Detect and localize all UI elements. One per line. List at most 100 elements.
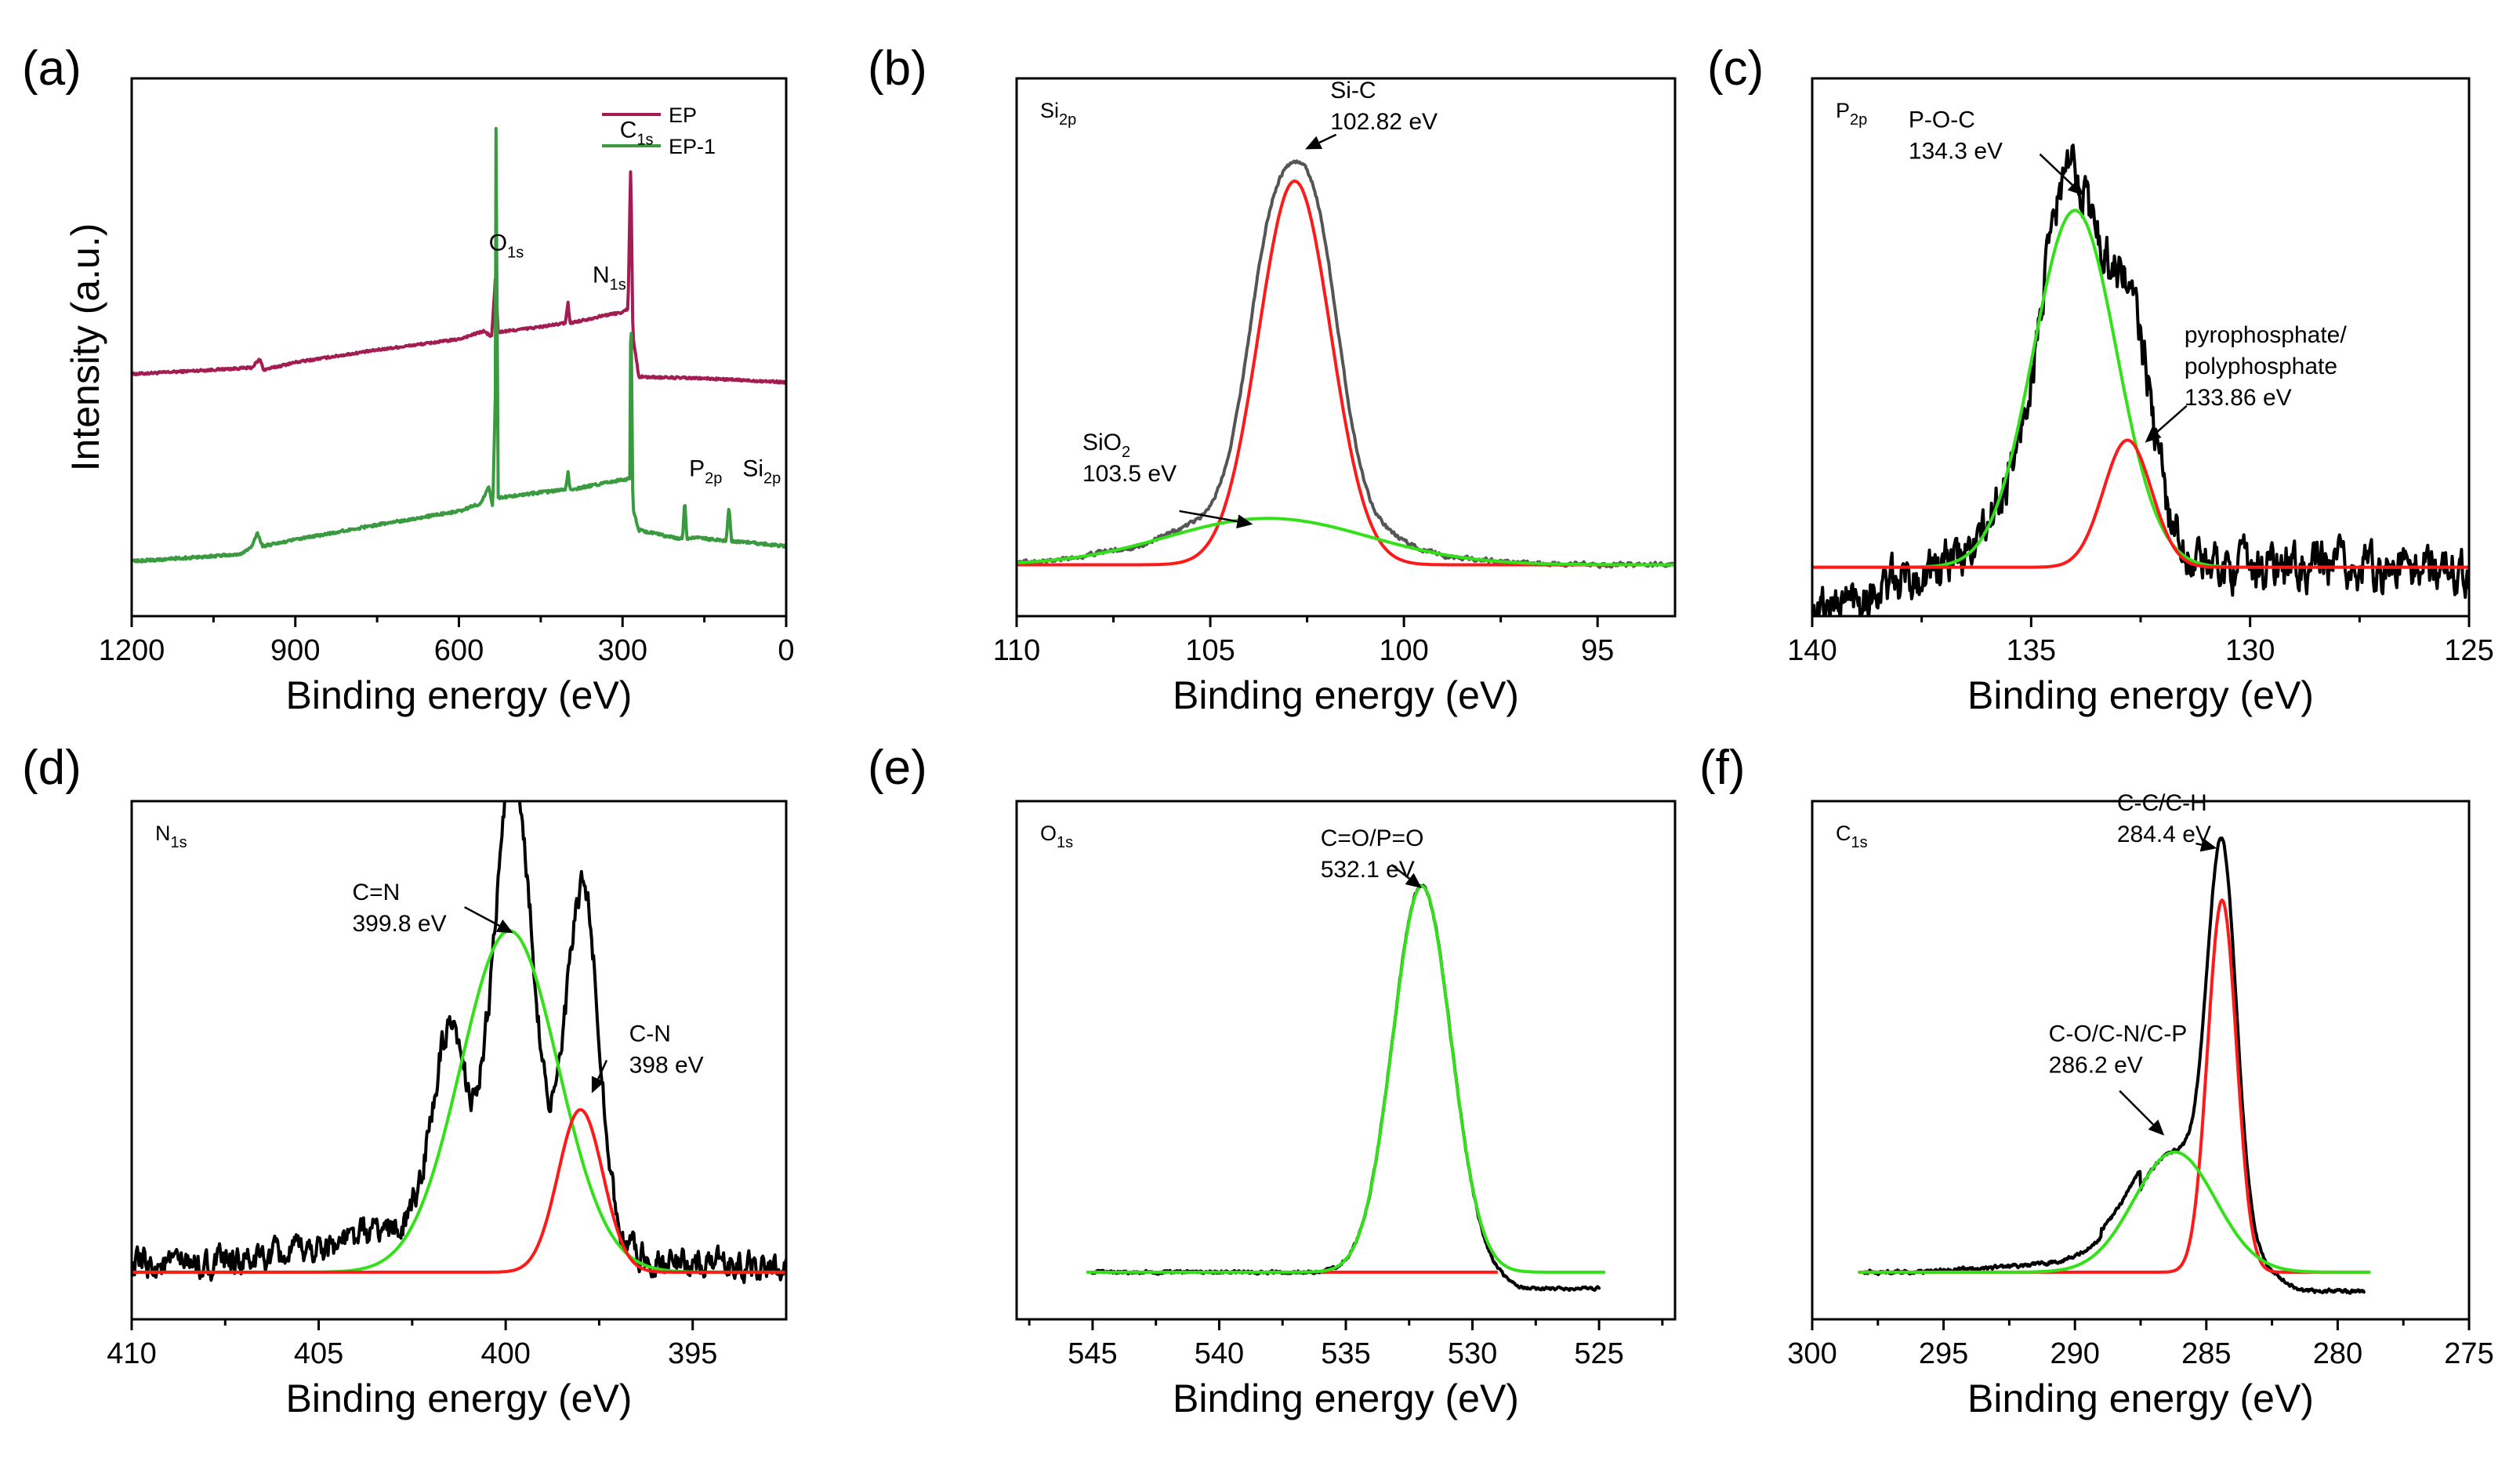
region-label-c-sub: 2p (1850, 111, 1867, 129)
arrow-c-0-shaft (2039, 153, 2073, 186)
panel-label-f: (f) (1699, 741, 1746, 795)
x-axis-title-c: Binding energy (eV) (1967, 673, 2314, 717)
annotation-e-0-line-1: 532.1 eV (1321, 857, 1415, 883)
x-axis-title-d: Binding energy (eV) (286, 1377, 633, 1420)
arrow-c-1-shaft (2156, 404, 2188, 433)
panel-e-o1s-spectrum: (e) O1s C=O/P=O 532.1 eV 545 540 535 530 525 Bind… (868, 741, 1677, 1420)
annotation-b-1-line-1: 103.5 eV (1082, 461, 1177, 487)
annotation-b-1-line-0-main: SiO (1082, 430, 1122, 455)
x-tick-label-b-0: 110 (993, 634, 1041, 667)
fit-component-f-1 (1858, 1150, 2371, 1274)
raw-spectrum-d (132, 801, 786, 1284)
peak-label-n1s-main: N (593, 263, 610, 288)
region-label-c-main: P (1836, 99, 1850, 122)
region-label-d-main: N (155, 822, 171, 845)
arrow-d-1-head (591, 1076, 605, 1094)
region-label-d-sub: 1s (171, 834, 187, 851)
peak-label-o1s: O1s (489, 230, 524, 262)
arrow-c-0-head (2067, 180, 2084, 196)
annotation-c-1-line-0: pyrophosphate/ (2185, 322, 2347, 348)
arrow-d-1 (591, 1059, 608, 1094)
annotation-b-1-line-0-sub: 2 (1122, 444, 1130, 461)
peak-label-p2p-sub: 2p (705, 470, 722, 488)
annotation-d-1-line-0: C-N (629, 1021, 671, 1047)
x-tick-label-f-3: 285 (2181, 1337, 2231, 1370)
annotation-f-1-line-0: C-O/C-N/C-P (2049, 1021, 2188, 1047)
arrow-d-0 (464, 906, 513, 934)
x-tick-label-c-3: 125 (2444, 634, 2493, 667)
annotation-f-0-line-0: C-C/C-H (2117, 790, 2207, 816)
x-tick-label-e-4: 525 (1574, 1337, 1623, 1370)
annotation-c-0-line-0: P-O-C (1909, 107, 1975, 132)
x-tick-label-e-2: 535 (1321, 1337, 1370, 1370)
fit-component-b-1 (1017, 517, 1675, 567)
annotation-e-0-line-0: C=O/P=O (1321, 825, 1424, 851)
arrow-e-0 (1391, 864, 1422, 889)
x-tick-label-d-1: 405 (294, 1337, 343, 1370)
region-label-d: N1s (155, 822, 187, 851)
annotation-d-1-line-1: 398 eV (629, 1052, 704, 1078)
x-tick-label-f-5: 275 (2444, 1337, 2493, 1370)
x-tick-label-d-2: 400 (480, 1337, 530, 1370)
region-label-f: C1s (1836, 822, 1868, 851)
annotation-b-1-line-0: SiO2 (1082, 430, 1130, 461)
panel-f-c1s-spectrum: (f) C1s C-C/C-H 284.4 eV C-O/C-N/C-P 286.2 eV… (1699, 741, 2494, 1420)
peak-label-c1s-sub: 1s (636, 131, 653, 148)
series-ep-1-line (132, 126, 786, 564)
arrow-e-0-head (1405, 872, 1422, 889)
arrow-e-0-shaft (1391, 864, 1410, 880)
panel-label-a: (a) (22, 42, 82, 96)
region-label-f-sub: 1s (1851, 834, 1868, 851)
fit-component-d-1 (132, 1108, 786, 1274)
fit-component-d-0 (132, 929, 786, 1274)
region-label-b-main: Si (1040, 99, 1059, 122)
panel-d-n1s-spectrum: (d) N1s C=N 399.8 eV C-N 398 eV 410 405 400 395 Bi… (22, 741, 788, 1420)
peak-label-si2p-sub: 2p (763, 470, 781, 488)
peak-label-si2p: Si2p (742, 456, 781, 488)
arrow-b-0-head (1305, 136, 1323, 150)
raw-spectrum-f (1863, 836, 2366, 1295)
x-axis-title-f: Binding energy (eV) (1967, 1377, 2314, 1420)
fit-component-e-0 (1086, 884, 1606, 1274)
axes-frame-d (130, 800, 788, 1321)
x-tick-label-c-2: 130 (2225, 634, 2275, 667)
peak-label-c1s-main: C (620, 117, 637, 143)
annotation-c-1-line-2: 133.86 eV (2185, 385, 2292, 411)
region-label-b-sub: 2p (1059, 111, 1076, 129)
y-axis-title-a: Intensity (a.u.) (63, 223, 107, 472)
annotation-c-1-line-1: polyphosphate (2185, 354, 2337, 379)
annotation-d-0-line-1: 399.8 eV (353, 911, 447, 937)
arrow-f-1-shaft (2119, 1090, 2154, 1126)
arrow-c-1 (2145, 404, 2188, 443)
x-tick-label-b-1: 105 (1185, 634, 1235, 667)
arrow-d-0-head (495, 919, 513, 934)
arrow-f-1 (2119, 1090, 2165, 1136)
annotation-b-0-line-1: 102.82 eV (1330, 109, 1438, 135)
x-tick-label-f-2: 290 (2050, 1337, 2099, 1370)
arrow-c-1-head (2145, 426, 2162, 443)
legend: EP EP-1 (602, 103, 716, 158)
arrow-f-0 (2195, 837, 2217, 852)
x-tick-label-b-2: 100 (1379, 634, 1428, 667)
x-tick-label-a-2: 600 (434, 634, 484, 667)
x-axis-title-a: Binding energy (eV) (286, 673, 633, 717)
fit-component-c-1 (1812, 438, 2469, 569)
legend-label-ep: EP (669, 103, 697, 127)
x-tick-label-c-1: 135 (2007, 634, 2056, 667)
x-axis-title-b: Binding energy (eV) (1173, 673, 1519, 717)
arrow-b-0-shaft (1318, 133, 1337, 144)
annotation-f-1-line-1: 286.2 eV (2049, 1052, 2143, 1078)
peak-label-n1s: N1s (593, 263, 626, 294)
series-ep-line (132, 170, 786, 385)
raw-spectrum-e (1090, 883, 1601, 1293)
region-label-f-main: C (1836, 822, 1851, 845)
x-tick-label-a-4: 0 (778, 634, 794, 667)
arrow-d-1-shaft (597, 1059, 608, 1079)
arrow-f-0-head (2199, 837, 2217, 852)
plot-area-f (1858, 836, 2371, 1295)
x-tick-label-e-1: 540 (1195, 1337, 1244, 1370)
panel-label-c: (c) (1707, 42, 1764, 96)
plot-area-c (1812, 143, 2469, 616)
